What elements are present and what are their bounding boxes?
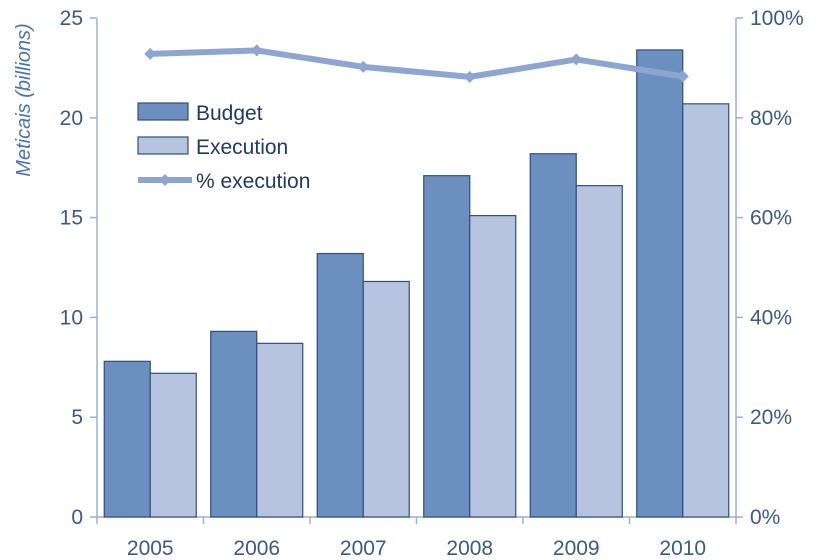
y2-tick-label: 0% [750,506,780,529]
budget-bar [423,175,471,518]
budget-bar [636,49,684,518]
y-tick-label: 10 [60,306,83,329]
y-tick-label: 5 [71,406,83,429]
x-tick-label: 2006 [233,537,280,560]
legend-swatch [137,136,189,155]
y-axis-title: Meticais (billions) [13,23,35,176]
y-tick-label: 20 [60,107,83,130]
y-tick-label: 25 [60,7,83,30]
execution-bar [149,372,197,518]
legend-swatch [137,102,189,121]
line-layer [144,44,689,83]
y2-tick-label: 20% [750,406,792,429]
execution-percent-point [144,47,157,60]
execution-percent-line [150,47,684,80]
bars-layer [103,49,730,518]
budget-bar [210,330,258,518]
x-tick-label: 2005 [127,537,174,560]
ticks-layer: 0 5 10 15 20 25 0% 20% 40% 60% 80% 100% 2005 2006 2007… [60,7,804,560]
axes-layer [90,17,743,524]
legend-label: Execution [196,136,288,159]
x-tick-label: 2008 [446,537,493,560]
legend-marker [159,174,171,186]
y2-tick-label: 80% [750,107,792,130]
legend-label: Budget [196,102,263,125]
execution-bar [575,185,623,518]
budget-bar [103,360,151,518]
y-tick-label: 0 [71,506,83,529]
execution-percent-point [250,44,263,57]
x-tick-label: 2009 [553,537,600,560]
execution-percent-point [570,53,583,66]
y2-tick-label: 100% [750,7,804,30]
execution-percent-point [357,60,370,73]
y2-tick-label: 40% [750,306,792,329]
execution-percent-point [463,70,476,83]
legend-label: % execution [196,170,310,193]
y-tick-label: 15 [60,207,83,230]
legend: Budget Execution % execution [137,102,310,193]
execution-bar [362,280,410,518]
x-tick-label: 2007 [340,537,387,560]
x-tick-label: 2010 [659,537,706,560]
execution-bar [469,215,517,518]
execution-bar [682,103,730,518]
execution-percent-point [676,70,689,83]
budget-bar [316,252,364,518]
y2-tick-label: 60% [750,207,792,230]
budget-bar [529,153,577,518]
execution-bar [256,342,304,518]
